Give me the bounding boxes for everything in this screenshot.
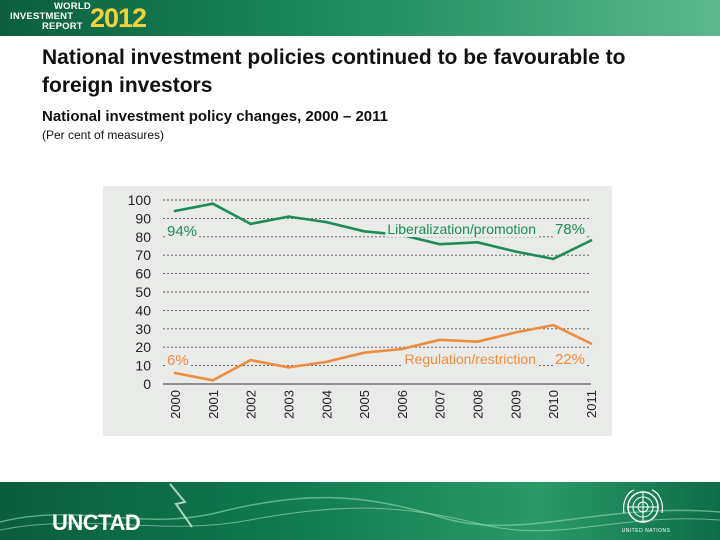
data-point-liberalization-promotion-2010 xyxy=(551,257,555,261)
data-point-regulation-restriction-2009 xyxy=(514,331,517,334)
x-tick-2002: 2002 xyxy=(244,390,259,419)
x-tick-2006: 2006 xyxy=(395,390,410,419)
chart-panel: 0 10 20 30 40 50 60 70 80 90 100 2000 2001 2002 2003 20… xyxy=(103,186,612,436)
label-regulation-start: 6% xyxy=(167,352,189,369)
chart-subtitle: National investment policy changes, 2000… xyxy=(42,108,388,125)
label-liberalization-end: 78% xyxy=(555,221,585,238)
un-emblem-caption: UNITED NATIONS xyxy=(621,528,671,534)
y-tick-100: 100 xyxy=(128,192,152,208)
data-point-regulation-restriction-2002 xyxy=(249,358,252,362)
series-line-regulation-restriction xyxy=(174,323,592,382)
world-investment-report-logo: WORLD INVESTMENT REPORT 2012 xyxy=(4,1,147,35)
y-tick-30: 30 xyxy=(135,321,151,337)
chart-unit-note: (Per cent of measures) xyxy=(42,128,165,142)
x-tick-2000: 2000 xyxy=(168,390,183,419)
data-point-regulation-restriction-2003 xyxy=(287,366,290,369)
logo-line-investment: INVESTMENT xyxy=(10,11,74,22)
data-point-regulation-restriction-2005 xyxy=(362,351,366,355)
x-tick-2008: 2008 xyxy=(471,390,486,419)
logo-line-world: WORLD xyxy=(54,1,91,12)
footer-banner: UNCTAD xyxy=(0,482,720,540)
x-tick-2007: 2007 xyxy=(433,390,448,419)
data-point-liberalization-promotion-2003 xyxy=(287,215,290,218)
unctad-logo: UNCTAD xyxy=(52,510,141,535)
line-chart: 0 10 20 30 40 50 60 70 80 90 100 2000 2001 2002 2003 20… xyxy=(128,192,599,419)
label-liberalization-name: Liberalization/promotion xyxy=(387,221,536,237)
data-point-regulation-restriction-2008 xyxy=(476,340,479,343)
x-tick-2003: 2003 xyxy=(281,390,296,419)
y-tick-80: 80 xyxy=(135,229,151,245)
x-tick-2010: 2010 xyxy=(546,390,561,419)
y-tick-60: 60 xyxy=(135,266,151,282)
label-regulation-name: Regulation/restriction xyxy=(404,351,536,367)
data-point-liberalization-promotion-2005 xyxy=(362,229,366,233)
logo-year: 2012 xyxy=(90,3,147,33)
data-point-regulation-restriction-2006 xyxy=(400,347,404,351)
footer-wave-decoration xyxy=(0,483,720,532)
y-tick-0: 0 xyxy=(143,376,151,392)
data-point-regulation-restriction-2007 xyxy=(438,338,442,342)
label-liberalization-start: 94% xyxy=(167,223,197,240)
data-point-regulation-restriction-2010 xyxy=(551,323,555,327)
y-tick-10: 10 xyxy=(135,358,151,374)
y-tick-90: 90 xyxy=(135,210,151,226)
x-tick-2004: 2004 xyxy=(319,390,334,419)
label-liberalization-end-bg xyxy=(552,221,587,238)
logo-line-report: REPORT xyxy=(42,21,83,32)
data-point-liberalization-promotion-2002 xyxy=(249,222,252,226)
y-tick-20: 20 xyxy=(135,339,151,355)
label-regulation-start-bg xyxy=(165,352,191,369)
data-point-liberalization-promotion-2000 xyxy=(173,209,177,213)
x-tick-2005: 2005 xyxy=(357,390,372,419)
label-liberalization-start-bg xyxy=(165,223,200,240)
data-point-liberalization-promotion-2004 xyxy=(324,220,328,224)
label-regulation-end-bg xyxy=(552,351,587,368)
data-point-regulation-restriction-2011 xyxy=(589,342,593,345)
data-point-liberalization-promotion-2011 xyxy=(589,239,593,242)
data-point-liberalization-promotion-2007 xyxy=(438,242,442,246)
x-tick-2011: 2011 xyxy=(584,390,599,418)
x-tick-2009: 2009 xyxy=(508,390,523,419)
label-liberalization-name-bg xyxy=(385,221,538,237)
data-point-liberalization-promotion-2001 xyxy=(211,202,215,205)
data-point-regulation-restriction-2000 xyxy=(173,371,177,375)
y-tick-40: 40 xyxy=(135,302,151,318)
x-tick-2001: 2001 xyxy=(206,390,221,419)
y-tick-70: 70 xyxy=(135,247,151,263)
y-tick-50: 50 xyxy=(135,284,151,300)
un-emblem-icon xyxy=(623,489,663,523)
label-regulation-end: 22% xyxy=(555,351,585,368)
data-point-liberalization-promotion-2009 xyxy=(514,250,517,253)
data-point-regulation-restriction-2004 xyxy=(324,360,328,364)
data-point-regulation-restriction-2001 xyxy=(211,379,215,382)
top-banner: WORLD INVESTMENT REPORT 2012 xyxy=(0,0,720,36)
slide-title: National investment policies continued t… xyxy=(42,46,626,97)
series-line-liberalization-promotion xyxy=(174,202,592,261)
label-regulation-name-bg xyxy=(402,351,538,367)
data-point-liberalization-promotion-2008 xyxy=(476,241,479,244)
